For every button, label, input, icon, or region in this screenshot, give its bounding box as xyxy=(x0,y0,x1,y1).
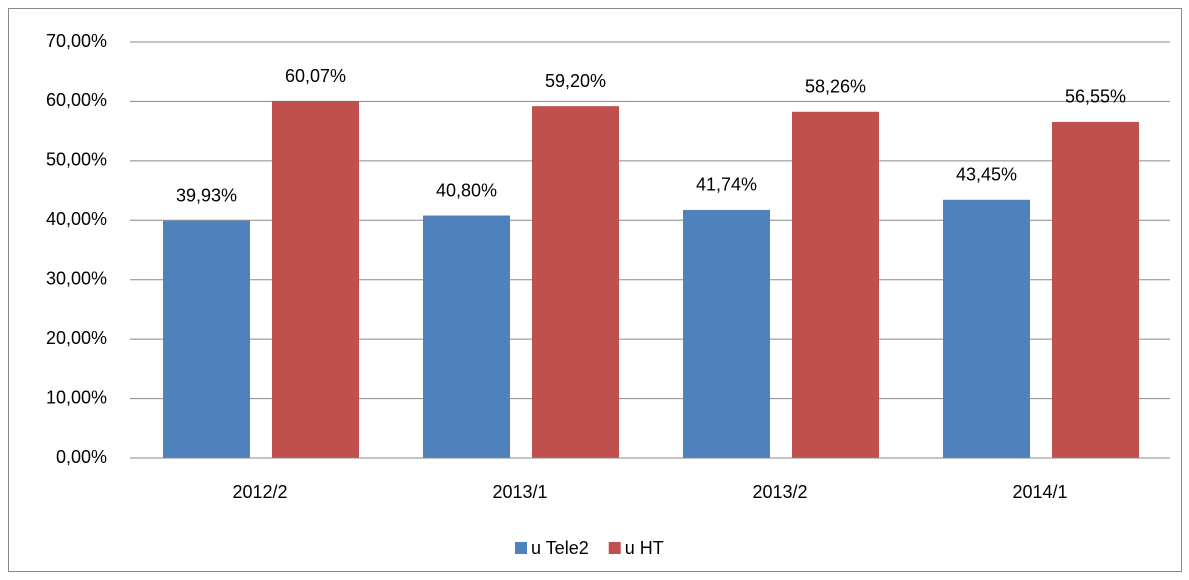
y-tick-label: 50,00% xyxy=(46,150,107,170)
x-tick-label: 2012/2 xyxy=(232,482,287,502)
legend-swatch xyxy=(608,542,621,554)
x-tick-label: 2014/1 xyxy=(1012,482,1067,502)
y-tick-label: 10,00% xyxy=(46,387,107,407)
legend-label: u Tele2 xyxy=(531,538,589,558)
data-label: 58,26% xyxy=(805,77,866,97)
x-tick-label: 2013/1 xyxy=(492,482,547,502)
data-label: 41,74% xyxy=(696,175,757,195)
data-label: 40,80% xyxy=(436,180,497,200)
bar xyxy=(943,199,1030,459)
y-tick-label: 20,00% xyxy=(46,328,107,348)
bar xyxy=(272,101,359,458)
data-label: 56,55% xyxy=(1065,87,1126,107)
y-tick-label: 60,00% xyxy=(46,90,107,110)
y-tick-label: 40,00% xyxy=(46,209,107,229)
x-tick-label: 2013/2 xyxy=(752,482,807,502)
data-label: 43,45% xyxy=(956,165,1017,185)
y-tick-label: 30,00% xyxy=(46,268,107,288)
bar xyxy=(1052,121,1139,458)
bar xyxy=(423,215,510,458)
bar xyxy=(792,111,879,459)
data-label: 39,93% xyxy=(176,185,237,205)
y-tick-label: 0,00% xyxy=(56,447,107,467)
data-label: 59,20% xyxy=(545,71,606,91)
legend-swatch xyxy=(515,542,527,554)
y-tick-label: 70,00% xyxy=(46,31,107,51)
data-label: 60,07% xyxy=(285,66,346,86)
legend-label: u HT xyxy=(625,538,664,558)
bar xyxy=(532,106,619,458)
bar xyxy=(163,220,250,458)
bar xyxy=(683,209,770,458)
